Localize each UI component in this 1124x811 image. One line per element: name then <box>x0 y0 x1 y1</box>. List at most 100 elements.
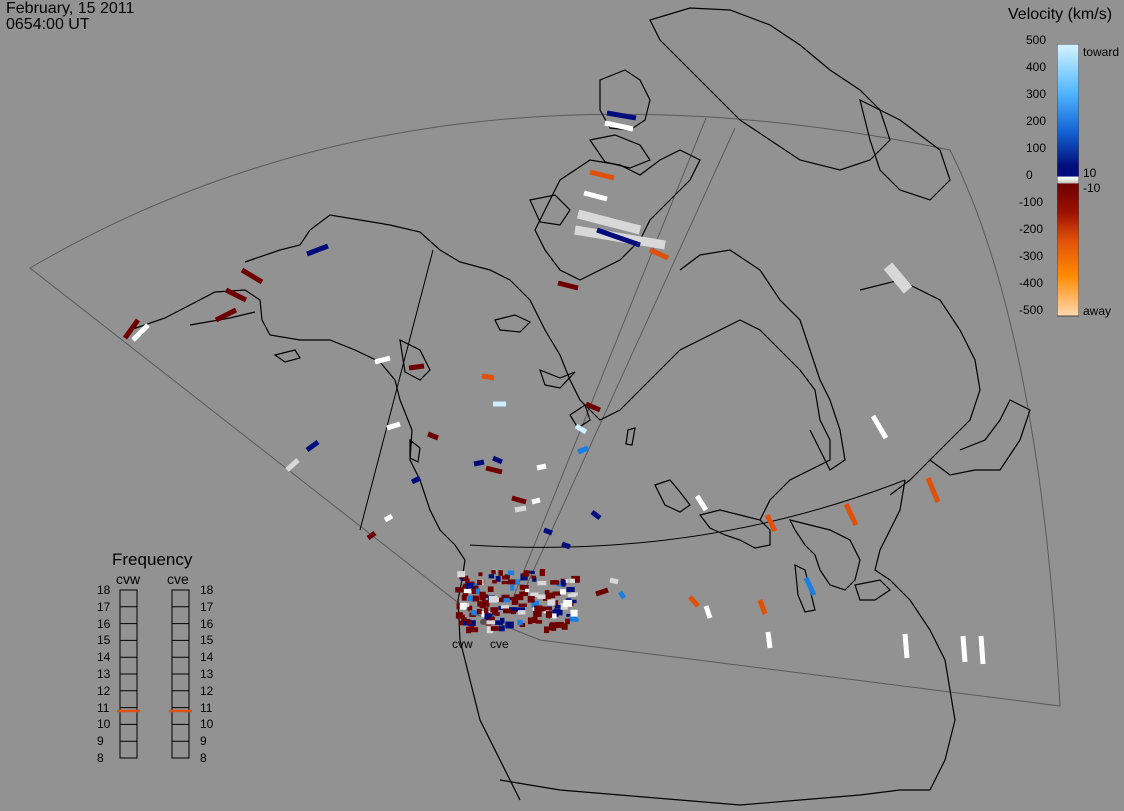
date-label: February, 15 2011 <box>6 0 135 17</box>
scatter-echo <box>492 580 497 584</box>
scatter-echo <box>648 247 670 261</box>
frequency-tick-label: 18 <box>97 583 111 597</box>
scatter-echo <box>561 579 566 587</box>
scatter-echo <box>386 421 401 431</box>
scatter-echo <box>456 602 462 610</box>
scatter-echo <box>510 610 517 615</box>
scatter-echo <box>524 570 531 574</box>
scatter-echo <box>978 635 986 665</box>
radar-site-marker <box>480 619 486 625</box>
frequency-tick-label: 17 <box>200 599 214 614</box>
scatter-echo <box>240 267 264 285</box>
scatter-echo <box>462 593 469 597</box>
scatter-echo <box>477 579 483 586</box>
scatter-echo <box>589 169 615 181</box>
frequency-radar-cve: cve <box>167 571 189 587</box>
scatter-echo <box>531 600 540 608</box>
scatter-echo <box>525 588 530 593</box>
scatter-echo <box>522 585 529 591</box>
scatter-echo <box>465 578 470 586</box>
frequency-tick-label: 10 <box>97 717 111 732</box>
scatter-echo <box>457 571 466 578</box>
velocity-tick-pos10: 10 <box>1083 166 1097 180</box>
scatter-echo <box>501 594 510 600</box>
scatter-echo <box>478 572 483 577</box>
scatter-echo <box>561 623 568 630</box>
scatter-echo <box>468 620 476 626</box>
frequency-title: Frequency <box>112 550 193 569</box>
velocity-tick-label: -300 <box>1019 249 1044 263</box>
scatter-echo <box>463 588 472 594</box>
scatter-echo <box>543 626 550 634</box>
scatter-echo <box>463 575 469 581</box>
scatter-echo <box>467 605 473 611</box>
scatter-echo <box>479 591 486 597</box>
scatter-echo <box>484 613 493 620</box>
scatter-echo <box>479 593 486 601</box>
scatter-echo <box>516 607 526 612</box>
scatter-echo <box>463 618 470 626</box>
scatter-echo <box>366 530 377 541</box>
scatter-echo <box>543 527 553 536</box>
scatter-echo <box>476 608 482 615</box>
scatter-echo <box>577 445 589 455</box>
scatter-echo <box>532 577 537 582</box>
scatter-echo <box>374 355 391 365</box>
scatter-echo <box>517 619 523 626</box>
frequency-tick-label: 18 <box>200 583 214 597</box>
velocity-tick-label: 300 <box>1026 87 1047 101</box>
scatter-echo <box>285 458 300 472</box>
scatter-echo <box>569 599 577 604</box>
frequency-tick-label: 13 <box>200 667 214 681</box>
scatter-echo <box>511 599 519 605</box>
scatter-echo <box>488 595 498 603</box>
scatter-echo <box>508 596 518 601</box>
scatter-echo <box>604 120 634 132</box>
scatter-echo <box>561 541 571 550</box>
scatter-echo <box>576 209 642 235</box>
velocity-tick-label: -200 <box>1019 222 1044 236</box>
scatter-echo <box>537 594 546 600</box>
scatter-echo <box>539 570 545 577</box>
velocity-tick-label: 100 <box>1026 141 1047 155</box>
frequency-tick-label: 16 <box>200 616 214 631</box>
scatter-echo <box>500 605 510 609</box>
scatter-echo <box>469 627 479 633</box>
scatter-echo <box>803 576 817 597</box>
scatter-echo <box>475 588 481 595</box>
scatter-echo <box>694 494 709 512</box>
scatter-echo <box>519 591 528 597</box>
scatter-echo <box>574 423 588 435</box>
scatter-echo <box>488 574 495 579</box>
scatter-echo <box>408 363 425 371</box>
scatter-echo <box>490 607 499 613</box>
scatter-echo <box>383 513 394 523</box>
scatter-echo <box>481 373 495 381</box>
time-label: 0654:00 UT <box>6 16 90 33</box>
scatter-echo <box>511 579 520 585</box>
scatter-echo <box>543 607 550 614</box>
scatter-echo <box>547 592 556 599</box>
scatter-echo <box>617 590 627 600</box>
scatter-echo <box>764 513 778 533</box>
scatter-echo <box>479 601 486 609</box>
scatter-echo <box>527 596 535 603</box>
scatter-echo <box>465 582 474 589</box>
scatter-echo <box>459 602 467 610</box>
scatter-echo <box>461 594 467 601</box>
scatter-echo <box>547 599 556 606</box>
scatter-echo <box>494 597 501 602</box>
frequency-tick-label: 13 <box>97 667 111 681</box>
field-of-view-outline <box>29 113 1061 707</box>
scatter-echo <box>564 579 569 583</box>
scatter-echo <box>507 570 515 576</box>
scatter-echo <box>458 620 467 626</box>
velocity-tick-label: 500 <box>1026 33 1047 47</box>
frequency-tick-label: 8 <box>97 751 104 765</box>
scatter-echo <box>585 401 601 413</box>
scatter-echo <box>553 600 559 607</box>
scatter-echo <box>466 619 472 625</box>
scatter-echo <box>427 431 439 441</box>
scatter-echo <box>501 580 510 585</box>
